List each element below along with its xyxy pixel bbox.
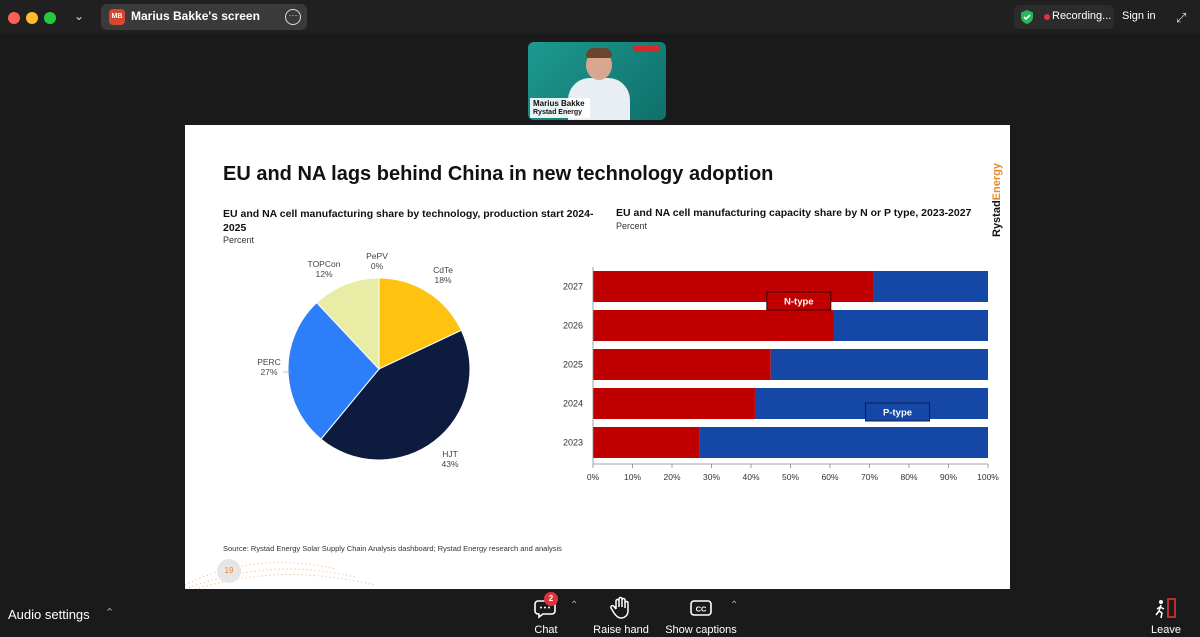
x-tick-label: 80%	[900, 472, 917, 482]
audio-settings-button[interactable]: Audio settings	[8, 607, 90, 622]
recording-dot-icon	[1044, 14, 1050, 20]
audio-settings-caret-icon[interactable]: ⌃	[105, 607, 115, 619]
series-tag-n-type	[766, 291, 832, 311]
series-tag-label-n-type: N-type	[784, 297, 814, 308]
speaker-video[interactable]: Marius Bakke Rystad Energy	[528, 42, 666, 120]
pie-slice-cdte	[378, 277, 463, 370]
bar-n-type-2025	[593, 349, 771, 380]
x-tick-label: 10%	[624, 472, 641, 482]
pie-value-cdte: 18%	[434, 275, 451, 285]
brand-logo-part-a: Rystad	[991, 200, 1003, 237]
recording-indicator[interactable]: Recording...	[1014, 5, 1114, 29]
pie-value-topcon: 12%	[315, 269, 332, 279]
y-tick-label-2025: 2025	[563, 360, 583, 370]
brand-logo-part-b: Energy	[991, 163, 1003, 201]
source-note: Source: Rystad Energy Solar Supply Chain…	[223, 544, 562, 553]
close-window-button[interactable]	[8, 12, 20, 24]
x-tick-label: 30%	[703, 472, 720, 482]
bar-chart-unit: Percent	[616, 221, 648, 231]
bar-p-type-2026	[833, 310, 988, 341]
screen-share-label: Marius Bakke's screen	[131, 9, 260, 23]
speaker-org: Rystad Energy	[533, 109, 583, 116]
bar-n-type-2024	[593, 388, 755, 419]
maximize-window-button[interactable]	[44, 12, 56, 24]
chat-button[interactable]: 2 Chat	[530, 592, 562, 636]
minimize-window-button[interactable]	[26, 12, 38, 24]
bar-p-type-2025	[770, 349, 988, 380]
pie-value-pepv: 0%	[371, 261, 384, 271]
hand-icon	[610, 596, 629, 619]
x-tick-label: 40%	[742, 472, 759, 482]
chevron-down-icon[interactable]: ⌄	[74, 9, 85, 23]
bar-n-type-2026	[593, 310, 834, 341]
fullscreen-icon[interactable]: ⤢	[1176, 10, 1187, 25]
screen-share-pill[interactable]: MB Marius Bakke's screen ···	[101, 4, 307, 30]
x-tick-label: 0%	[587, 472, 600, 482]
show-captions-button[interactable]: CC Show captions	[664, 596, 738, 636]
pie-label-cdte: CdTe	[433, 265, 453, 275]
x-tick-label: 100%	[977, 472, 999, 482]
sign-in-link[interactable]: Sign in	[1122, 10, 1156, 22]
pie-slice-hjt	[320, 329, 471, 461]
x-tick-label: 60%	[821, 472, 838, 482]
bar-n-type-2023	[593, 427, 700, 458]
pie-label-topcon: TOPCon	[308, 259, 341, 269]
y-tick-label-2026: 2026	[563, 321, 583, 331]
raise-hand-button[interactable]: Raise hand	[592, 596, 650, 636]
y-tick-label-2027: 2027	[563, 282, 583, 292]
bar-chart: 2027 2026 2025 2024 2023 0% 10% 20% 30% 40% 50% 60%…	[563, 267, 999, 482]
speaker-hair	[586, 48, 612, 58]
leave-label: Leave	[1151, 624, 1181, 636]
leave-door-icon	[1155, 598, 1176, 619]
bar-p-type-2023	[699, 427, 988, 458]
more-options-icon[interactable]: ···	[285, 9, 301, 25]
captions-caret-icon[interactable]: ⌃	[730, 600, 739, 611]
speaker-name: Marius Bakke	[533, 99, 585, 108]
recording-label: Recording...	[1052, 10, 1112, 22]
pie-value-hjt: 43%	[441, 459, 458, 469]
pie-label-hjt: HJT	[442, 449, 458, 459]
video-logo	[634, 46, 660, 52]
pie-chart-unit: Percent	[223, 235, 255, 245]
y-tick-label-2024: 2024	[563, 399, 583, 409]
title-bar: ⌄ MB Marius Bakke's screen ··· Recording…	[0, 0, 1200, 34]
x-tick-label: 50%	[782, 472, 799, 482]
pie-label-pepv: PePV	[366, 251, 388, 261]
brand-logo: RystadEnergy	[991, 163, 1003, 237]
speaker-name-tag: Marius Bakke Rystad Energy	[530, 98, 590, 118]
page-number: 19	[217, 559, 241, 583]
decorative-dots	[185, 561, 376, 589]
chat-unread-badge: 2	[544, 592, 558, 606]
pie-chart-title: EU and NA cell manufacturing share by te…	[223, 208, 594, 234]
bar-n-type-2027	[593, 271, 874, 302]
pie-slice-topcon	[315, 277, 380, 371]
leave-button[interactable]: Leave	[1146, 596, 1186, 636]
pie-label-perc: PERC	[257, 357, 281, 367]
shared-slide: EU and NA lags behind China in new techn…	[185, 125, 1010, 589]
captions-icon: CC	[690, 600, 712, 616]
x-tick-label: 90%	[940, 472, 957, 482]
x-tick-label: 20%	[663, 472, 680, 482]
series-tag-label-p-type: P-type	[883, 408, 912, 419]
x-tick-label: 70%	[861, 472, 878, 482]
chat-caret-icon[interactable]: ⌃	[570, 600, 579, 611]
show-captions-label: Show captions	[665, 624, 737, 636]
y-tick-label-2023: 2023	[563, 438, 583, 448]
bar-chart-title: EU and NA cell manufacturing capacity sh…	[616, 207, 972, 219]
sharer-avatar: MB	[109, 9, 125, 25]
slide-title: EU and NA lags behind China in new techn…	[223, 163, 774, 185]
shield-icon	[1021, 10, 1033, 24]
captions-icon-text: CC	[696, 605, 707, 614]
bar-p-type-2027	[873, 271, 988, 302]
chat-label: Chat	[534, 624, 558, 636]
pie-value-perc: 27%	[260, 367, 277, 377]
raise-hand-label: Raise hand	[593, 624, 649, 636]
series-tag-p-type	[865, 402, 931, 422]
